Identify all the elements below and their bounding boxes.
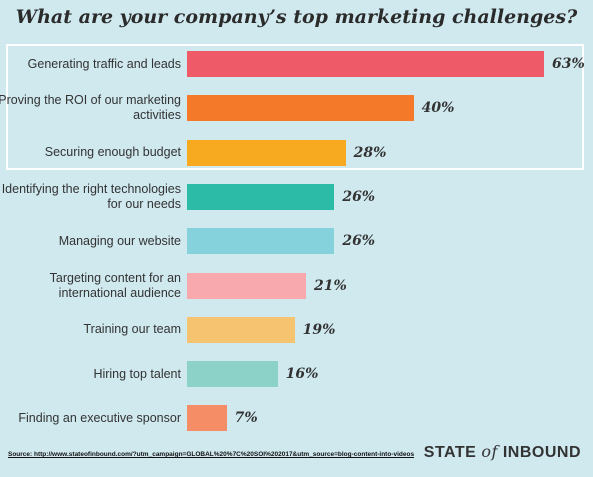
brand-inbound: INBOUND: [502, 444, 581, 461]
highlight-box: [6, 44, 584, 170]
bar: [187, 405, 227, 432]
category-label: Proving the ROI of our marketing activit…: [0, 93, 181, 123]
brand-of: of: [481, 442, 498, 461]
bar: [187, 183, 335, 210]
value-label: 26%: [342, 233, 376, 250]
brand-logo: STATE of INBOUND: [424, 442, 581, 462]
category-label: Identifying the right technologies for o…: [1, 181, 181, 211]
bar-chart: Generating traffic and leads 63% Proving t…: [0, 51, 585, 432]
bar: [187, 272, 306, 299]
bar: [187, 139, 346, 166]
value-label: 19%: [302, 321, 336, 338]
bar: [187, 228, 335, 255]
category-label: Training our team: [83, 322, 182, 337]
value-label: 40%: [421, 100, 455, 117]
category-label: Targeting content for an international a…: [49, 270, 181, 300]
chart-title: What are your company’s top marketing ch…: [15, 6, 578, 28]
category-label: Finding an executive sponsor: [18, 410, 181, 425]
source-link[interactable]: Source: http://www.stateofinbound.com/?u…: [8, 451, 415, 458]
bar: [187, 95, 414, 122]
category-label: Securing enough budget: [44, 145, 181, 160]
category-label: Managing our website: [58, 233, 181, 248]
bar: [187, 316, 295, 343]
value-label: 16%: [285, 366, 319, 383]
value-label: 63%: [552, 56, 585, 72]
value-label: 7%: [234, 410, 258, 427]
category-label: Hiring top talent: [93, 366, 181, 381]
brand-state: STATE: [423, 444, 477, 461]
value-label: 21%: [314, 277, 347, 294]
value-label: 28%: [353, 144, 387, 161]
bar: [187, 51, 544, 77]
bar: [187, 361, 278, 388]
value-label: 26%: [342, 188, 376, 205]
category-label: Generating traffic and leads: [27, 56, 181, 71]
